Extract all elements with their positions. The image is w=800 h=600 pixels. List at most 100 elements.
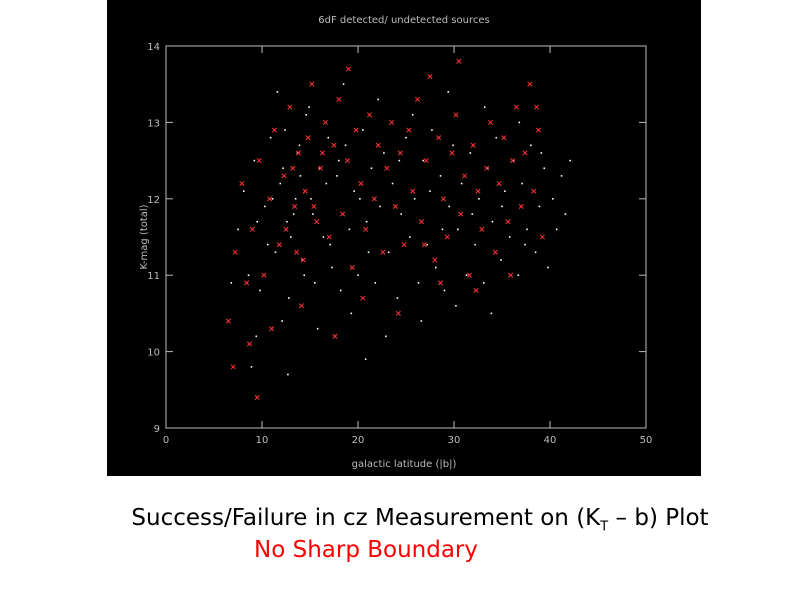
data-point-x xyxy=(501,135,507,141)
data-point-x xyxy=(505,219,511,225)
data-point-x xyxy=(353,127,359,133)
data-point-dot xyxy=(495,136,498,139)
data-point-x xyxy=(230,364,236,370)
data-point-dot xyxy=(276,91,279,93)
data-point-dot xyxy=(310,198,312,200)
data-point-x xyxy=(449,150,455,156)
data-point-x xyxy=(440,196,446,202)
data-point-x xyxy=(531,188,537,194)
data-point-x xyxy=(527,81,533,87)
data-point-dot xyxy=(413,198,416,200)
data-point-dot xyxy=(336,175,338,177)
data-point-x xyxy=(309,81,315,87)
data-point-dot xyxy=(284,129,286,131)
data-point-x xyxy=(276,242,282,248)
data-point-dot xyxy=(569,159,571,162)
data-point-dot xyxy=(331,266,333,269)
data-point-dot xyxy=(242,190,245,192)
data-point-dot xyxy=(447,91,450,93)
data-point-x xyxy=(322,119,328,125)
data-point-dot xyxy=(322,236,325,238)
data-point-dot xyxy=(379,205,381,208)
data-point-dot xyxy=(431,129,433,131)
data-point-dot xyxy=(512,159,515,162)
data-point-dot xyxy=(339,289,342,292)
data-point-dot xyxy=(377,98,379,101)
data-point-dot xyxy=(500,259,502,261)
x-tick-label: 20 xyxy=(352,435,365,446)
data-point-dot xyxy=(417,282,420,284)
data-point-dot xyxy=(452,144,454,147)
data-point-dot xyxy=(391,182,394,185)
plot-panel: 6dF detected/ undetected sources 0 10 20 30… xyxy=(107,0,701,476)
data-point-dot xyxy=(314,282,316,284)
data-point-x xyxy=(401,242,407,248)
data-point-dot xyxy=(279,182,282,185)
data-point-x xyxy=(436,135,442,141)
data-point-x xyxy=(458,211,464,217)
data-point-dot xyxy=(538,205,541,208)
y-tick-label: 12 xyxy=(147,195,160,206)
data-point-x xyxy=(535,127,542,133)
data-point-x xyxy=(473,287,479,294)
chart-title: 6dF detected/ undetected sources xyxy=(318,15,489,26)
data-point-x xyxy=(389,119,395,125)
data-point-dot xyxy=(357,274,359,276)
x-tick-label: 30 xyxy=(448,435,461,446)
data-point-x xyxy=(340,211,346,217)
data-point-x xyxy=(534,104,540,110)
data-point-x xyxy=(326,234,332,240)
data-point-dot xyxy=(338,159,340,162)
data-point-x xyxy=(427,74,433,80)
data-point-x xyxy=(487,119,494,125)
data-point-x xyxy=(392,203,398,209)
data-point-x xyxy=(410,188,416,194)
data-point-dot xyxy=(318,167,321,170)
data-point-dot xyxy=(281,320,283,322)
data-point-dot xyxy=(411,113,414,116)
data-point-x xyxy=(444,234,450,240)
data-point-x xyxy=(397,150,403,156)
x-tick-label: 50 xyxy=(640,435,653,446)
data-point-dot xyxy=(504,190,506,192)
data-point-x xyxy=(290,165,296,171)
data-point-dot xyxy=(482,282,485,284)
data-point-x xyxy=(261,272,267,278)
data-point-x xyxy=(492,249,498,255)
data-point-dot xyxy=(329,243,331,246)
data-point-x xyxy=(510,158,516,164)
data-point-dot xyxy=(282,167,284,170)
data-point-dot xyxy=(250,366,253,368)
data-point-dot xyxy=(259,289,261,292)
data-point-dot xyxy=(405,136,407,139)
data-point-dot xyxy=(490,312,493,315)
plot-frame xyxy=(165,45,647,429)
y-tick-label: 13 xyxy=(147,118,160,129)
data-point-x xyxy=(414,96,421,103)
y-tick-label: 14 xyxy=(147,42,160,53)
y-tick-label: 10 xyxy=(147,348,160,359)
x-tick-label: 40 xyxy=(544,435,557,446)
data-point-dot xyxy=(383,152,385,154)
data-point-dot xyxy=(247,274,250,276)
data-point-dot xyxy=(271,198,274,200)
data-point-x xyxy=(423,158,429,164)
data-point-dot xyxy=(409,236,411,238)
data-point-dot xyxy=(429,190,431,192)
data-point-dot xyxy=(471,213,474,215)
caption-suffix: – b) Plot xyxy=(608,505,709,531)
data-point-x xyxy=(295,150,302,156)
data-point-dot xyxy=(303,274,306,276)
data-point-x xyxy=(256,158,262,164)
data-point-x xyxy=(418,219,424,225)
data-point-dot xyxy=(308,106,310,108)
data-point-dot xyxy=(385,335,387,338)
data-point-x xyxy=(470,142,476,148)
data-point-x xyxy=(522,150,528,156)
data-point-dot xyxy=(264,205,266,208)
data-point-dot xyxy=(292,213,295,215)
data-point-dot xyxy=(290,236,292,238)
data-point-x xyxy=(267,196,273,202)
data-point-x xyxy=(232,249,238,255)
data-point-dot xyxy=(486,167,489,170)
